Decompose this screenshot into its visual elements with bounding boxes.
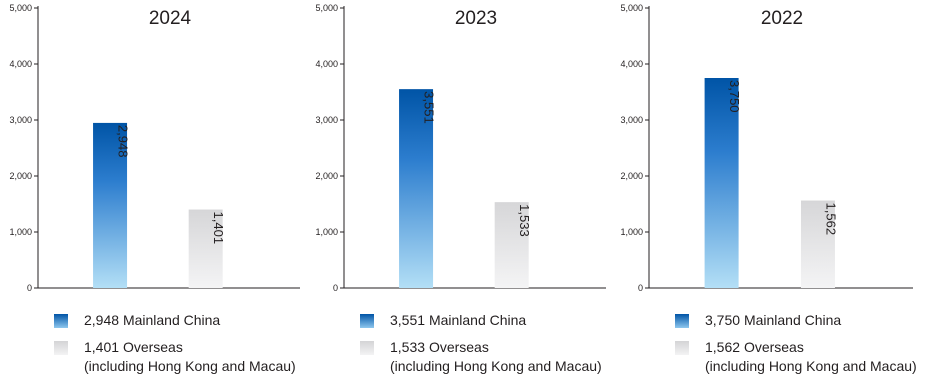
legend-item-overseas: 1,401 Overseas (including Hong Kong and … [54,336,334,376]
legend-value: 3,750 [705,312,741,328]
legend-swatch-mainland [675,314,689,328]
legend-note: (including Hong Kong and Macau) [84,358,296,374]
bar-chart: 0 1,000 2,000 3,000 4,000 5,000 2022 3,750 1,562 [620,3,913,293]
y-tick-label: 1,000 [620,227,643,237]
y-tick-label: 3,000 [620,115,643,125]
legend-value: 1,533 [390,339,426,355]
bar-value-label: 2,948 [115,125,130,158]
y-tick-label: 5,000 [9,3,32,13]
legend-series-name: Overseas [122,339,183,355]
y-tick-label: 3,000 [315,115,338,125]
y-tick-label: 2,000 [9,171,32,181]
legend-label-overseas: 1,562 Overseas (including Hong Kong and … [705,338,917,376]
y-tick-label: 0 [638,283,643,293]
chart-title: 2024 [149,8,192,29]
chart-title: 2022 [761,8,803,29]
legend-value: 1,562 [705,339,741,355]
y-tick-label: 4,000 [9,59,32,69]
y-tick-label: 5,000 [620,3,643,13]
bar-mainland-china [93,122,128,288]
legend-item-mainland: 3,551 Mainland China [360,309,640,329]
legend-item-overseas: 1,533 Overseas (including Hong Kong and … [360,336,640,376]
chart-panel-2024: 0 1,000 2,000 3,000 4,000 5,000 2024 2,948 1,401… [0,0,330,378]
y-tick-label: 1,000 [315,227,338,237]
bar-overseas [188,209,223,288]
legend-series-name: Mainland China [428,312,527,328]
y-tick-label: 4,000 [620,59,643,69]
bar-chart: 0 1,000 2,000 3,000 4,000 5,000 2024 2,948 1,401 [9,3,300,293]
bar-value-label: 3,551 [421,91,436,124]
legend-series-name: Overseas [743,339,804,355]
legend-item-mainland: 2,948 Mainland China [54,309,334,329]
y-tick-label: 2,000 [620,171,643,181]
legend-label-mainland: 2,948 Mainland China [84,311,220,330]
y-tick-label: 0 [333,283,338,293]
bar-mainland-china [399,89,434,288]
bar-overseas [494,202,529,288]
chart-panel-2022: 0 1,000 2,000 3,000 4,000 5,000 2022 3,750 1,562… [615,0,937,378]
legend: 3,551 Mainland China 1,533 Overseas (inc… [360,309,640,376]
legend-label-mainland: 3,551 Mainland China [390,311,526,330]
legend-series-name: Mainland China [743,312,842,328]
bar-overseas [800,200,835,288]
legend-note: (including Hong Kong and Macau) [705,358,917,374]
y-tick-label: 3,000 [9,115,32,125]
legend: 2,948 Mainland China 1,401 Overseas (inc… [54,309,334,376]
legend-swatch-overseas [54,341,68,355]
legend-value: 1,401 [84,339,120,355]
chart-title: 2023 [455,8,497,29]
y-tick-label: 5,000 [315,3,338,13]
y-tick-label: 1,000 [9,227,32,237]
legend-series-name: Mainland China [122,312,221,328]
y-tick-label: 2,000 [315,171,338,181]
chart-panel-2023: 0 1,000 2,000 3,000 4,000 5,000 2023 3,551 1,533… [306,0,636,378]
legend-item-mainland: 3,750 Mainland China [675,309,937,329]
legend-note: (including Hong Kong and Macau) [390,358,602,374]
legend-value: 3,551 [390,312,426,328]
bar-chart: 0 1,000 2,000 3,000 4,000 5,000 2023 3,551 1,533 [315,3,606,293]
legend-swatch-overseas [675,341,689,355]
bar-value-label: 1,562 [823,203,838,236]
legend-label-overseas: 1,401 Overseas (including Hong Kong and … [84,338,296,376]
legend: 3,750 Mainland China 1,562 Overseas (inc… [675,309,937,376]
legend-label-mainland: 3,750 Mainland China [705,311,841,330]
legend-item-overseas: 1,562 Overseas (including Hong Kong and … [675,336,937,376]
legend-swatch-mainland [360,314,374,328]
legend-series-name: Overseas [428,339,489,355]
y-tick-label: 4,000 [315,59,338,69]
legend-value: 2,948 [84,312,120,328]
legend-swatch-mainland [54,314,68,328]
bar-value-label: 1,533 [517,204,532,237]
y-tick-label: 0 [27,283,32,293]
bar-value-label: 1,401 [211,212,226,245]
bar-mainland-china [704,78,739,288]
legend-label-overseas: 1,533 Overseas (including Hong Kong and … [390,338,602,376]
bar-value-label: 3,750 [727,80,742,113]
legend-swatch-overseas [360,341,374,355]
